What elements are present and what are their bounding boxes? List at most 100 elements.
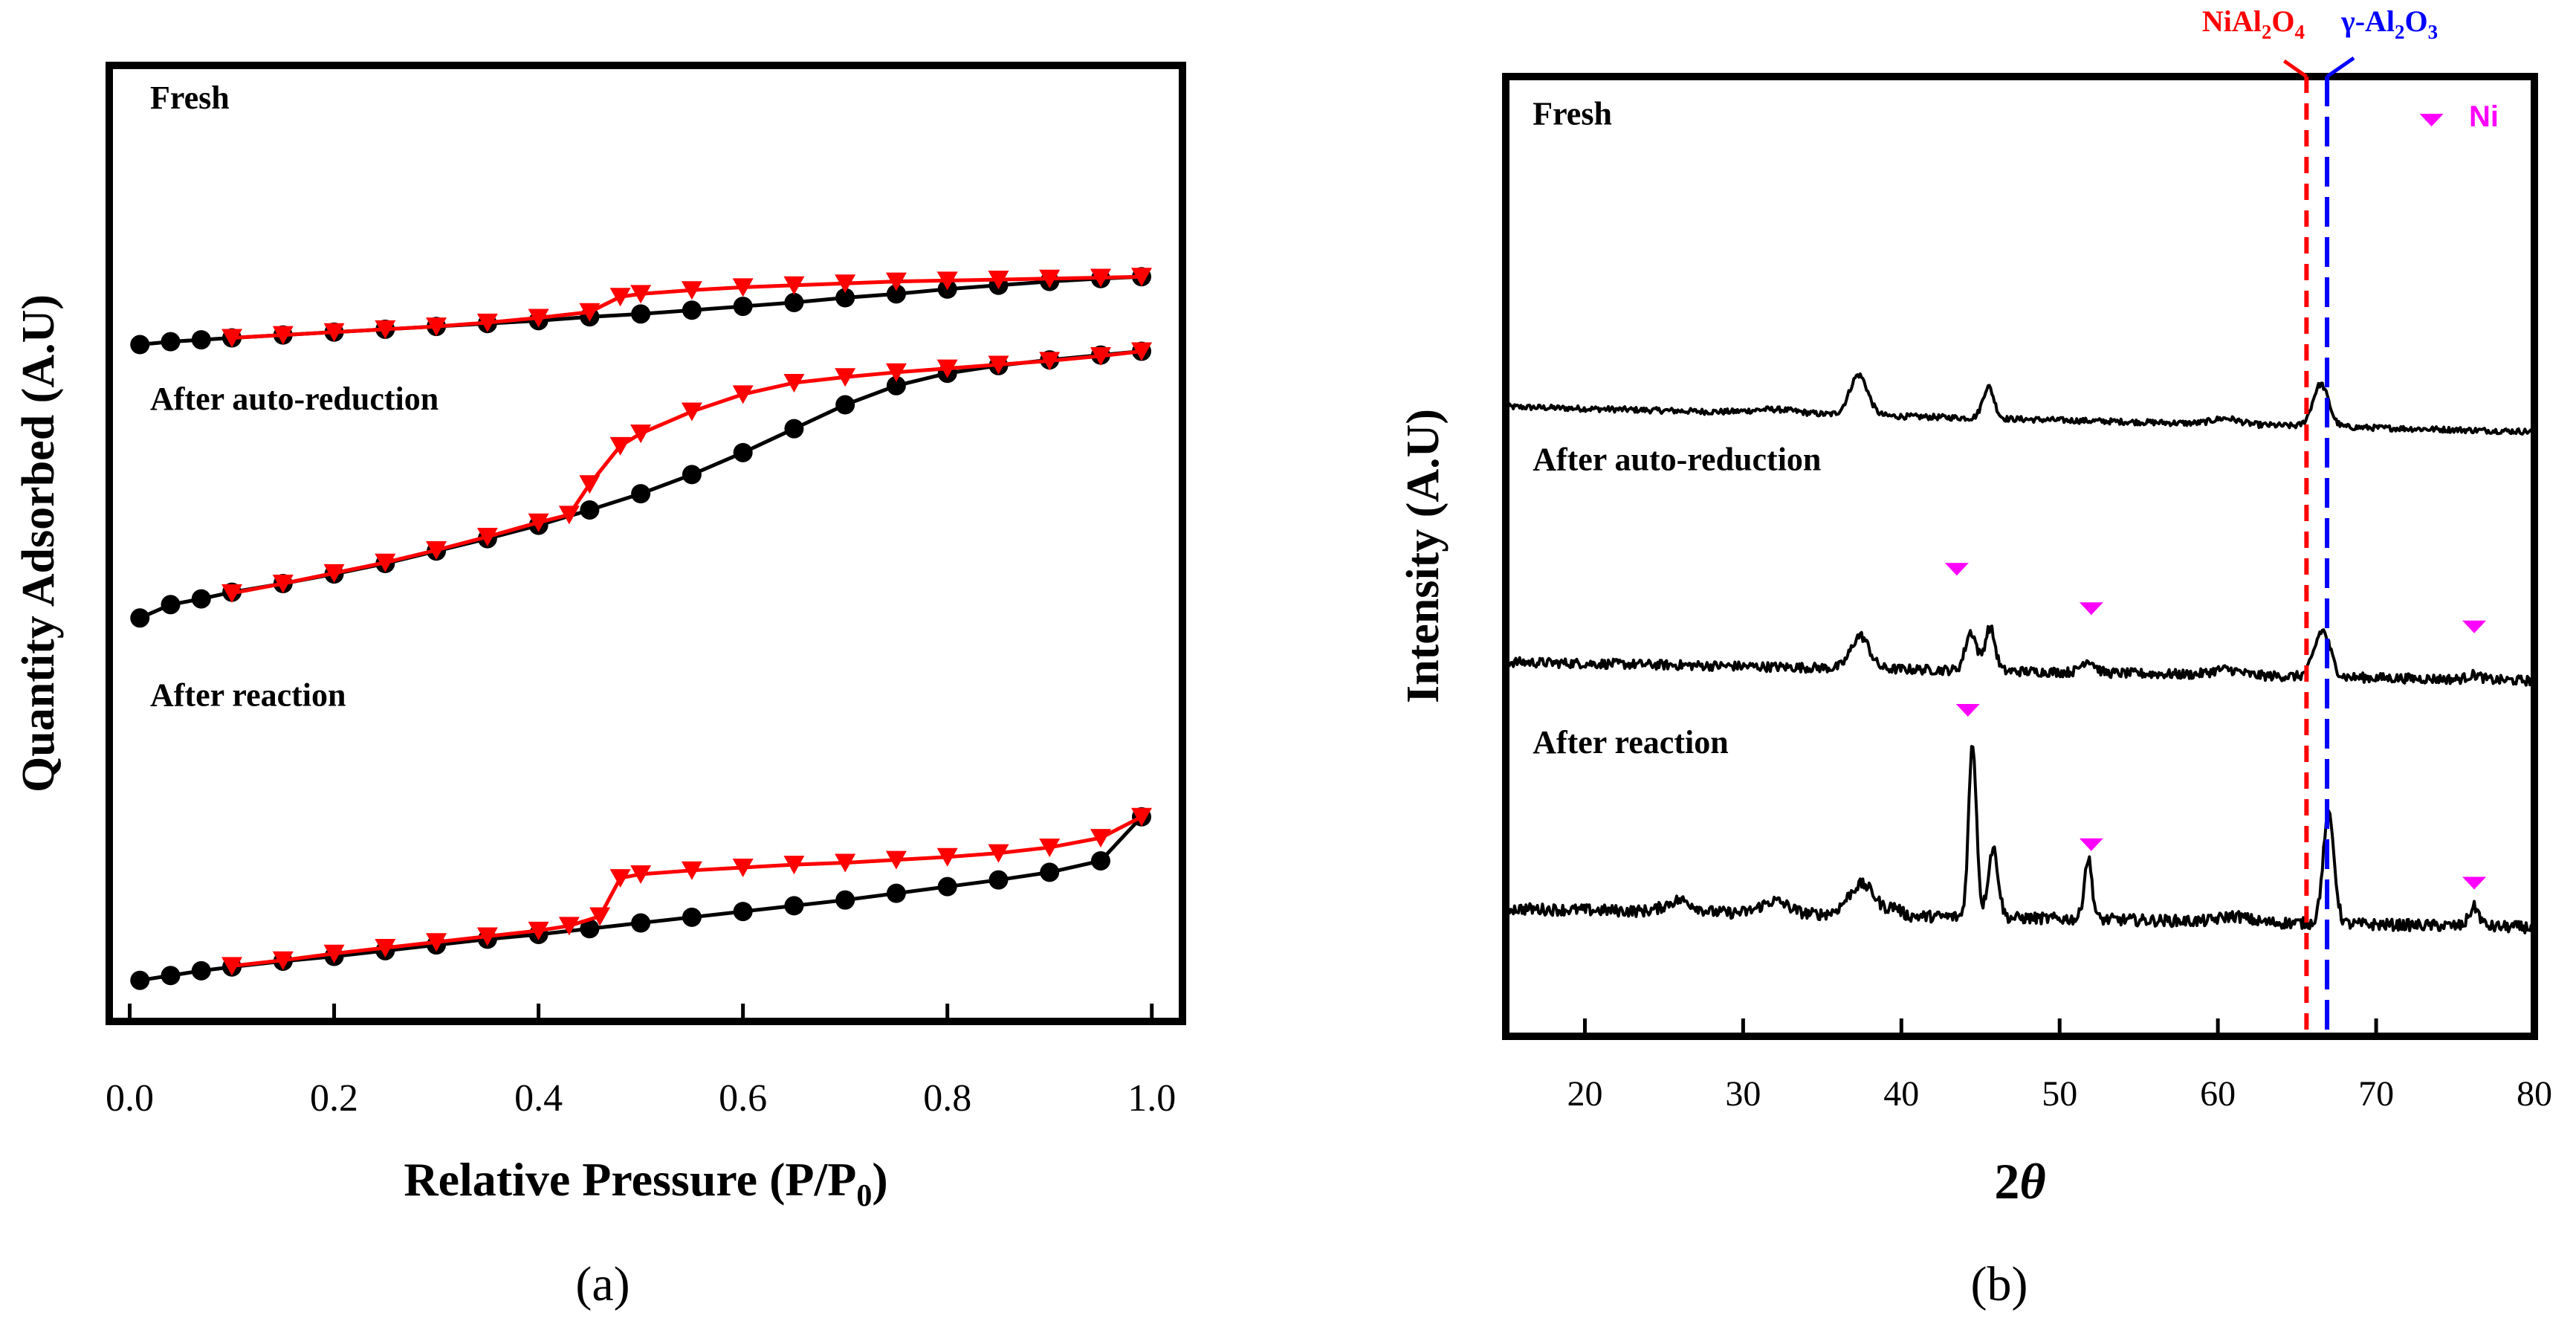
adsorption-point xyxy=(130,335,150,355)
desorption-point xyxy=(1090,829,1111,848)
ni-peak-marker xyxy=(2079,602,2103,616)
desorption-point xyxy=(375,553,396,572)
desorption-point xyxy=(732,385,754,404)
adsorption-point xyxy=(886,883,906,903)
desorption-point xyxy=(681,402,702,422)
desorption-point xyxy=(835,853,856,873)
desorption-point xyxy=(1130,342,1152,361)
desorption-point xyxy=(988,844,1009,863)
nial2o4-label-sub1: 2 xyxy=(2262,21,2272,43)
desorption-point xyxy=(835,368,856,387)
desorption-point xyxy=(426,317,447,337)
desorption-point xyxy=(221,329,243,348)
adsorption-point xyxy=(682,465,702,485)
adsorption-point xyxy=(733,442,753,462)
desorption-point xyxy=(375,938,396,958)
desorption-point xyxy=(609,869,631,888)
panel-a-x-label-end: ) xyxy=(872,1153,887,1206)
desorption-point xyxy=(1039,838,1061,857)
isotherm-fresh xyxy=(130,267,1152,355)
adsorption-point xyxy=(631,484,651,504)
panel-a-x-tick-label: 0.8 xyxy=(923,1077,971,1120)
adsorption-point xyxy=(733,902,753,922)
panel-a-label: (a) xyxy=(575,1257,630,1311)
desorption-point xyxy=(732,858,754,877)
sample-label-after-reaction: After reaction xyxy=(150,677,346,714)
nial2o4-label-main: NiAl xyxy=(2202,4,2262,38)
adsorption-point xyxy=(682,300,702,320)
desorption-point xyxy=(835,274,856,294)
panel-b-sample-labels: Fresh After auto-reduction After reaction xyxy=(1533,96,1821,761)
adsorption-point xyxy=(835,890,855,910)
panel-b-series xyxy=(1504,372,2536,934)
desorption-point xyxy=(988,355,1009,375)
desorption-point xyxy=(936,359,958,378)
sample-label-fresh: Fresh xyxy=(1533,96,1612,132)
desorption-point xyxy=(528,921,549,940)
desorption-point xyxy=(885,272,907,291)
desorption-point xyxy=(1130,807,1152,827)
panel-a-x-tick-label: 0.6 xyxy=(719,1077,767,1120)
panel-b-reference-lines xyxy=(2282,56,2355,1036)
adsorption-point xyxy=(191,960,211,981)
sample-label-fresh: Fresh xyxy=(150,80,230,116)
desorption-point xyxy=(221,957,243,976)
legend-ni-marker xyxy=(2419,114,2444,127)
adsorption-point xyxy=(161,595,181,615)
desorption-line xyxy=(231,815,1143,968)
panel-a-x-tick-label: 0.4 xyxy=(514,1077,563,1120)
desorption-point xyxy=(323,323,345,342)
panel-b-y-axis-label: Intensity (A.U) xyxy=(1398,409,1449,703)
gamma-label-mid: O xyxy=(2405,4,2428,38)
panel-b-x-tick-label: 60 xyxy=(2200,1074,2236,1114)
desorption-point xyxy=(558,506,580,525)
gamma-label-sub1: 2 xyxy=(2395,21,2405,43)
adsorption-point xyxy=(1090,850,1110,871)
desorption-point xyxy=(1130,268,1152,287)
desorption-point xyxy=(630,865,652,884)
sample-label-after-reaction: After reaction xyxy=(1533,724,1728,761)
desorption-point xyxy=(681,861,702,880)
xrd-pattern-fresh xyxy=(1504,372,2535,436)
desorption-point xyxy=(426,933,447,952)
panel-b-plot-frame xyxy=(1502,73,2538,1040)
panel-b-x-tick-label: 50 xyxy=(2042,1074,2077,1114)
panel-b-x-label-num: 2 xyxy=(1994,1153,2019,1210)
panel-a-isotherms: 0.0 0.2 0.4 0.6 0.8 1.0 Fresh After auto-reduc… xyxy=(13,62,1186,1311)
desorption-point xyxy=(936,847,958,867)
adsorption-point xyxy=(937,876,957,897)
ni-peak-marker xyxy=(1955,704,1980,717)
desorption-point xyxy=(323,563,345,583)
panel-b-x-tick-label: 40 xyxy=(1883,1074,1919,1114)
xrd-pattern-after-auto-reduction xyxy=(1504,624,2536,687)
desorption-point xyxy=(272,326,294,345)
desorption-point xyxy=(609,436,631,456)
desorption-point xyxy=(221,584,243,603)
desorption-point xyxy=(783,373,805,393)
adsorption-point xyxy=(130,970,150,990)
ni-peak-marker xyxy=(2462,876,2487,890)
gamma-al2o3-leader xyxy=(2326,56,2355,79)
desorption-point xyxy=(528,513,549,532)
desorption-point xyxy=(630,285,652,304)
adsorption-point xyxy=(130,608,150,628)
desorption-point xyxy=(272,951,294,970)
adsorption-point xyxy=(886,284,906,304)
panel-b-x-label-theta: θ xyxy=(2019,1153,2045,1210)
panel-a-x-tick-label: 1.0 xyxy=(1127,1077,1176,1120)
ni-peak-marker xyxy=(2462,620,2487,633)
panel-a-y-axis-label: Quantity Adsorbed (A.U) xyxy=(13,294,64,792)
panel-a-x-ticks xyxy=(128,1004,1154,1021)
desorption-point xyxy=(476,527,498,546)
adsorption-point xyxy=(682,907,702,927)
desorption-point xyxy=(783,856,805,875)
nial2o4-reference-label: NiAl2O4 xyxy=(2202,4,2305,43)
desorption-point xyxy=(579,303,601,322)
desorption-point xyxy=(988,271,1009,290)
desorption-point xyxy=(375,320,396,339)
panel-b-label: (b) xyxy=(1971,1257,2028,1311)
desorption-point xyxy=(272,575,294,594)
adsorption-point xyxy=(835,395,855,415)
adsorption-point xyxy=(580,500,600,520)
